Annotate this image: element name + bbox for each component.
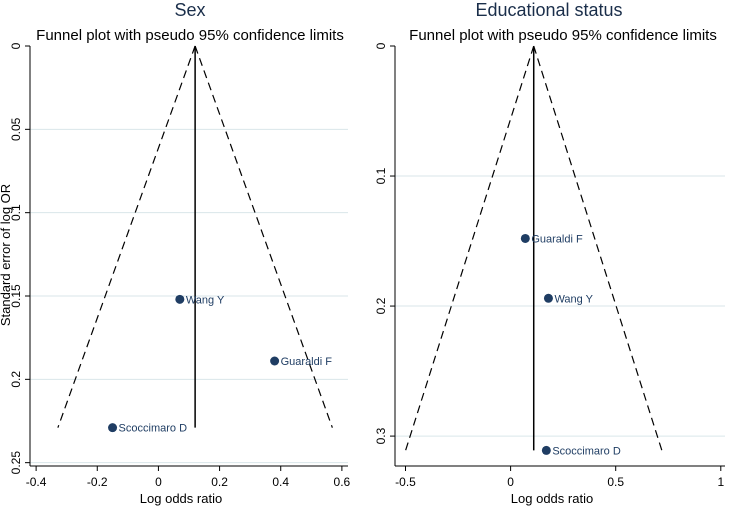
y-tick-label: 0.1 — [374, 167, 388, 184]
y-tick-label: 0.15 — [9, 284, 23, 308]
data-point-label: Scoccimaro D — [552, 445, 621, 457]
data-point-label: Guaraldi F — [281, 356, 333, 368]
data-point — [175, 294, 185, 304]
y-tick-label: 0 — [374, 42, 388, 49]
x-tick-label: 0 — [155, 475, 162, 489]
data-point — [270, 356, 280, 366]
x-axis-label: Log odds ratio — [140, 491, 222, 506]
y-tick-label: 0.1 — [9, 204, 23, 221]
chart-title: Educational status — [475, 0, 622, 20]
data-point — [108, 423, 118, 433]
lower-confidence-limit — [405, 45, 535, 451]
x-tick-label: 0 — [507, 475, 514, 489]
data-point — [543, 293, 553, 303]
x-tick-label: -0.2 — [87, 475, 108, 489]
panel-educational-status: Educational status Funnel plot with pseud… — [374, 0, 725, 506]
data-point-label: Wang Y — [554, 293, 593, 305]
y-tick-label: 0.3 — [374, 427, 388, 444]
y-tick-label: 0 — [9, 42, 23, 49]
data-point-label: Scoccimaro D — [119, 423, 188, 435]
x-tick-label: 0.5 — [607, 475, 624, 489]
x-tick-label: 0.2 — [211, 475, 228, 489]
chart-subtitle: Funnel plot with pseudo 95% confidence l… — [409, 27, 717, 44]
upper-confidence-limit — [194, 45, 333, 428]
y-tick-label: 0.2 — [374, 297, 388, 314]
panel-sex: Sex Funnel plot with pseudo 95% confidenc… — [0, 0, 351, 506]
data-point — [541, 445, 551, 455]
x-tick-label: 1 — [717, 475, 724, 489]
x-tick-label: 0.4 — [272, 475, 289, 489]
upper-confidence-limit — [533, 45, 663, 451]
lower-confidence-limit — [57, 45, 196, 428]
chart-subtitle: Funnel plot with pseudo 95% confidence l… — [36, 27, 344, 44]
x-tick-label: -0.4 — [26, 475, 47, 489]
y-tick-label: 0.25 — [9, 451, 23, 475]
chart-title: Sex — [174, 0, 205, 20]
y-tick-label: 0.2 — [9, 371, 23, 388]
data-point — [520, 233, 530, 243]
x-tick-label: 0.6 — [334, 475, 351, 489]
x-axis-label: Log odds ratio — [511, 491, 593, 506]
y-tick-label: 0.05 — [9, 117, 23, 141]
data-point-label: Wang Y — [186, 294, 225, 306]
y-axis-label: Standard error of log OR — [0, 184, 13, 326]
x-tick-label: -0.5 — [395, 475, 416, 489]
data-point-label: Guaraldi F — [531, 233, 583, 245]
